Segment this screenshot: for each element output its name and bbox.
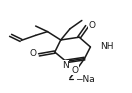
Text: N: N xyxy=(62,61,69,70)
Text: NH: NH xyxy=(100,42,113,51)
Text: O: O xyxy=(89,21,96,30)
Text: O: O xyxy=(71,66,78,75)
Text: O: O xyxy=(29,49,37,58)
Text: −Na: −Na xyxy=(75,75,95,84)
